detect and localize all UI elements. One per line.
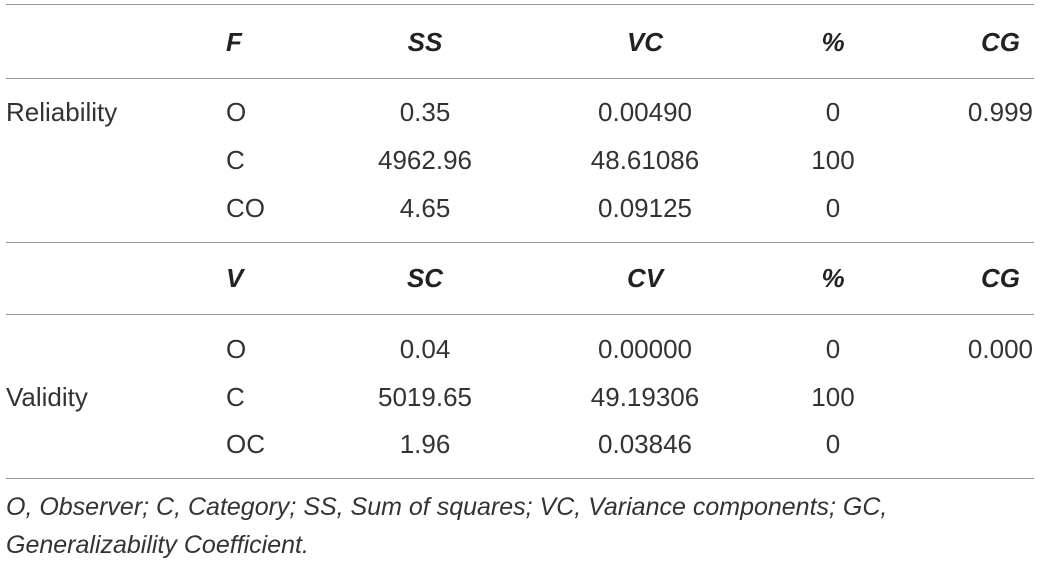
col-header-v: V: [226, 263, 244, 293]
col-header-vc: VC: [626, 27, 664, 57]
header-rule-1: [6, 78, 1034, 79]
ss-cell: 4.65: [399, 193, 451, 223]
col-header-cv: CV: [626, 263, 664, 293]
ss-cell: 5019.65: [378, 382, 472, 412]
ss-cell: 0.04: [399, 334, 451, 364]
col-header-cg: CG: [981, 263, 1020, 293]
percent-cell: 100: [811, 145, 855, 175]
vc-cell: 0.00490: [598, 97, 692, 127]
source-cell: O: [226, 97, 247, 127]
vc-cell: 49.19306: [590, 382, 700, 412]
cg-cell: 0.999: [967, 97, 1033, 127]
source-cell: OC: [226, 429, 265, 459]
vc-cell: 0.00000: [598, 334, 692, 364]
col-header-percent: %: [821, 263, 845, 293]
ss-cell: 4962.96: [378, 145, 472, 175]
source-cell: O: [226, 334, 247, 364]
percent-cell: 0: [825, 97, 841, 127]
section-divider: [6, 242, 1034, 243]
source-cell: CO: [226, 193, 265, 223]
table-bottom-rule: [6, 478, 1034, 479]
section-label-reliability: Reliability: [6, 97, 118, 127]
source-cell: C: [226, 382, 245, 412]
table-footnote: O, Observer; C, Category; SS, Sum of squ…: [6, 493, 888, 559]
header-rule-2: [6, 314, 1034, 315]
percent-cell: 100: [811, 382, 855, 412]
table-top-rule: [6, 4, 1034, 5]
section-label-validity: Validity: [6, 382, 88, 412]
vc-cell: 0.09125: [598, 193, 692, 223]
vc-cell: 0.03846: [598, 429, 692, 459]
percent-cell: 0: [825, 429, 841, 459]
col-header-f: F: [226, 27, 242, 57]
percent-cell: 0: [825, 193, 841, 223]
ss-cell: 0.35: [399, 97, 451, 127]
col-header-percent: %: [821, 27, 845, 57]
vc-cell: 48.61086: [590, 145, 700, 175]
col-header-ss: SS: [407, 27, 443, 57]
cg-cell: 0.000: [967, 334, 1033, 364]
percent-cell: 0: [825, 334, 841, 364]
source-cell: C: [226, 145, 245, 175]
col-header-cg: CG: [981, 27, 1020, 57]
ss-cell: 1.96: [399, 429, 451, 459]
col-header-sc: SC: [406, 263, 444, 293]
